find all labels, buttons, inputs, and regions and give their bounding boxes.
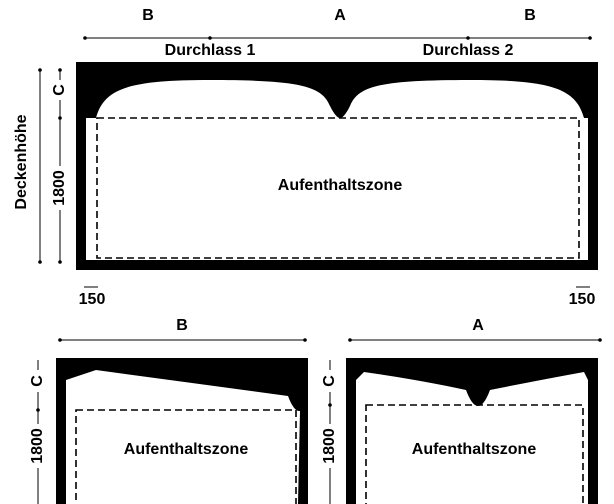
dim-label: B xyxy=(524,7,536,24)
c-label: C xyxy=(29,375,46,387)
dim-dot xyxy=(58,116,62,120)
dim-label: A xyxy=(334,7,346,24)
dim-dot xyxy=(58,260,62,264)
dim-dot xyxy=(466,36,470,40)
dim-dot xyxy=(348,338,352,342)
c-label: C xyxy=(51,84,68,96)
top-dimension: B A B Durchlass 1 Durchlass 2 xyxy=(83,7,592,59)
dim-dot xyxy=(38,260,42,264)
dim-dot xyxy=(208,36,212,40)
zone-label: Aufenthaltszone xyxy=(412,441,537,458)
outlet-label: Durchlass 1 xyxy=(165,42,256,59)
dim-dot xyxy=(36,408,40,412)
height-dimension: Deckenhöhe C 1800 xyxy=(13,68,68,264)
label-bg xyxy=(52,166,68,210)
margin-label: 150 xyxy=(79,291,106,308)
occupied-zone xyxy=(365,404,584,504)
height-label: Deckenhöhe xyxy=(13,114,30,209)
dim-dot xyxy=(303,338,307,342)
label-bg xyxy=(30,370,46,392)
margin-label: 150 xyxy=(569,291,596,308)
h-label: 1800 xyxy=(29,428,46,464)
dim-dot xyxy=(328,403,332,407)
label-bg xyxy=(52,80,68,100)
bottom-left-room: B Aufenthaltszone C 1800 xyxy=(29,317,308,504)
occupied-zone xyxy=(96,117,580,259)
h-label: 1800 xyxy=(321,428,338,464)
dim-dot xyxy=(58,68,62,72)
air-jet xyxy=(66,370,300,504)
dim-dot xyxy=(83,36,87,40)
dim-label: A xyxy=(472,317,484,334)
bottom-right-room: A Aufenthaltszone C 1800 xyxy=(321,317,602,504)
dim-dot xyxy=(588,36,592,40)
dim-dot xyxy=(598,338,602,342)
margins: 150 150 xyxy=(79,286,596,308)
dim-dot xyxy=(58,338,62,342)
occupied-zone xyxy=(75,409,297,504)
dim-label: B xyxy=(142,7,154,24)
zone-label: Aufenthaltszone xyxy=(278,177,403,194)
label-bg xyxy=(30,424,46,468)
air-jets xyxy=(86,80,588,260)
top-room: Aufenthaltszone xyxy=(76,62,598,270)
zone-label: Aufenthaltszone xyxy=(124,441,249,458)
label-bg xyxy=(322,424,338,468)
c-label: C xyxy=(321,375,338,387)
h-label: 1800 xyxy=(51,170,68,206)
dim-label: B xyxy=(176,317,188,334)
label-bg xyxy=(322,370,338,392)
outlet-label: Durchlass 2 xyxy=(423,42,514,59)
dim-dot xyxy=(38,68,42,72)
